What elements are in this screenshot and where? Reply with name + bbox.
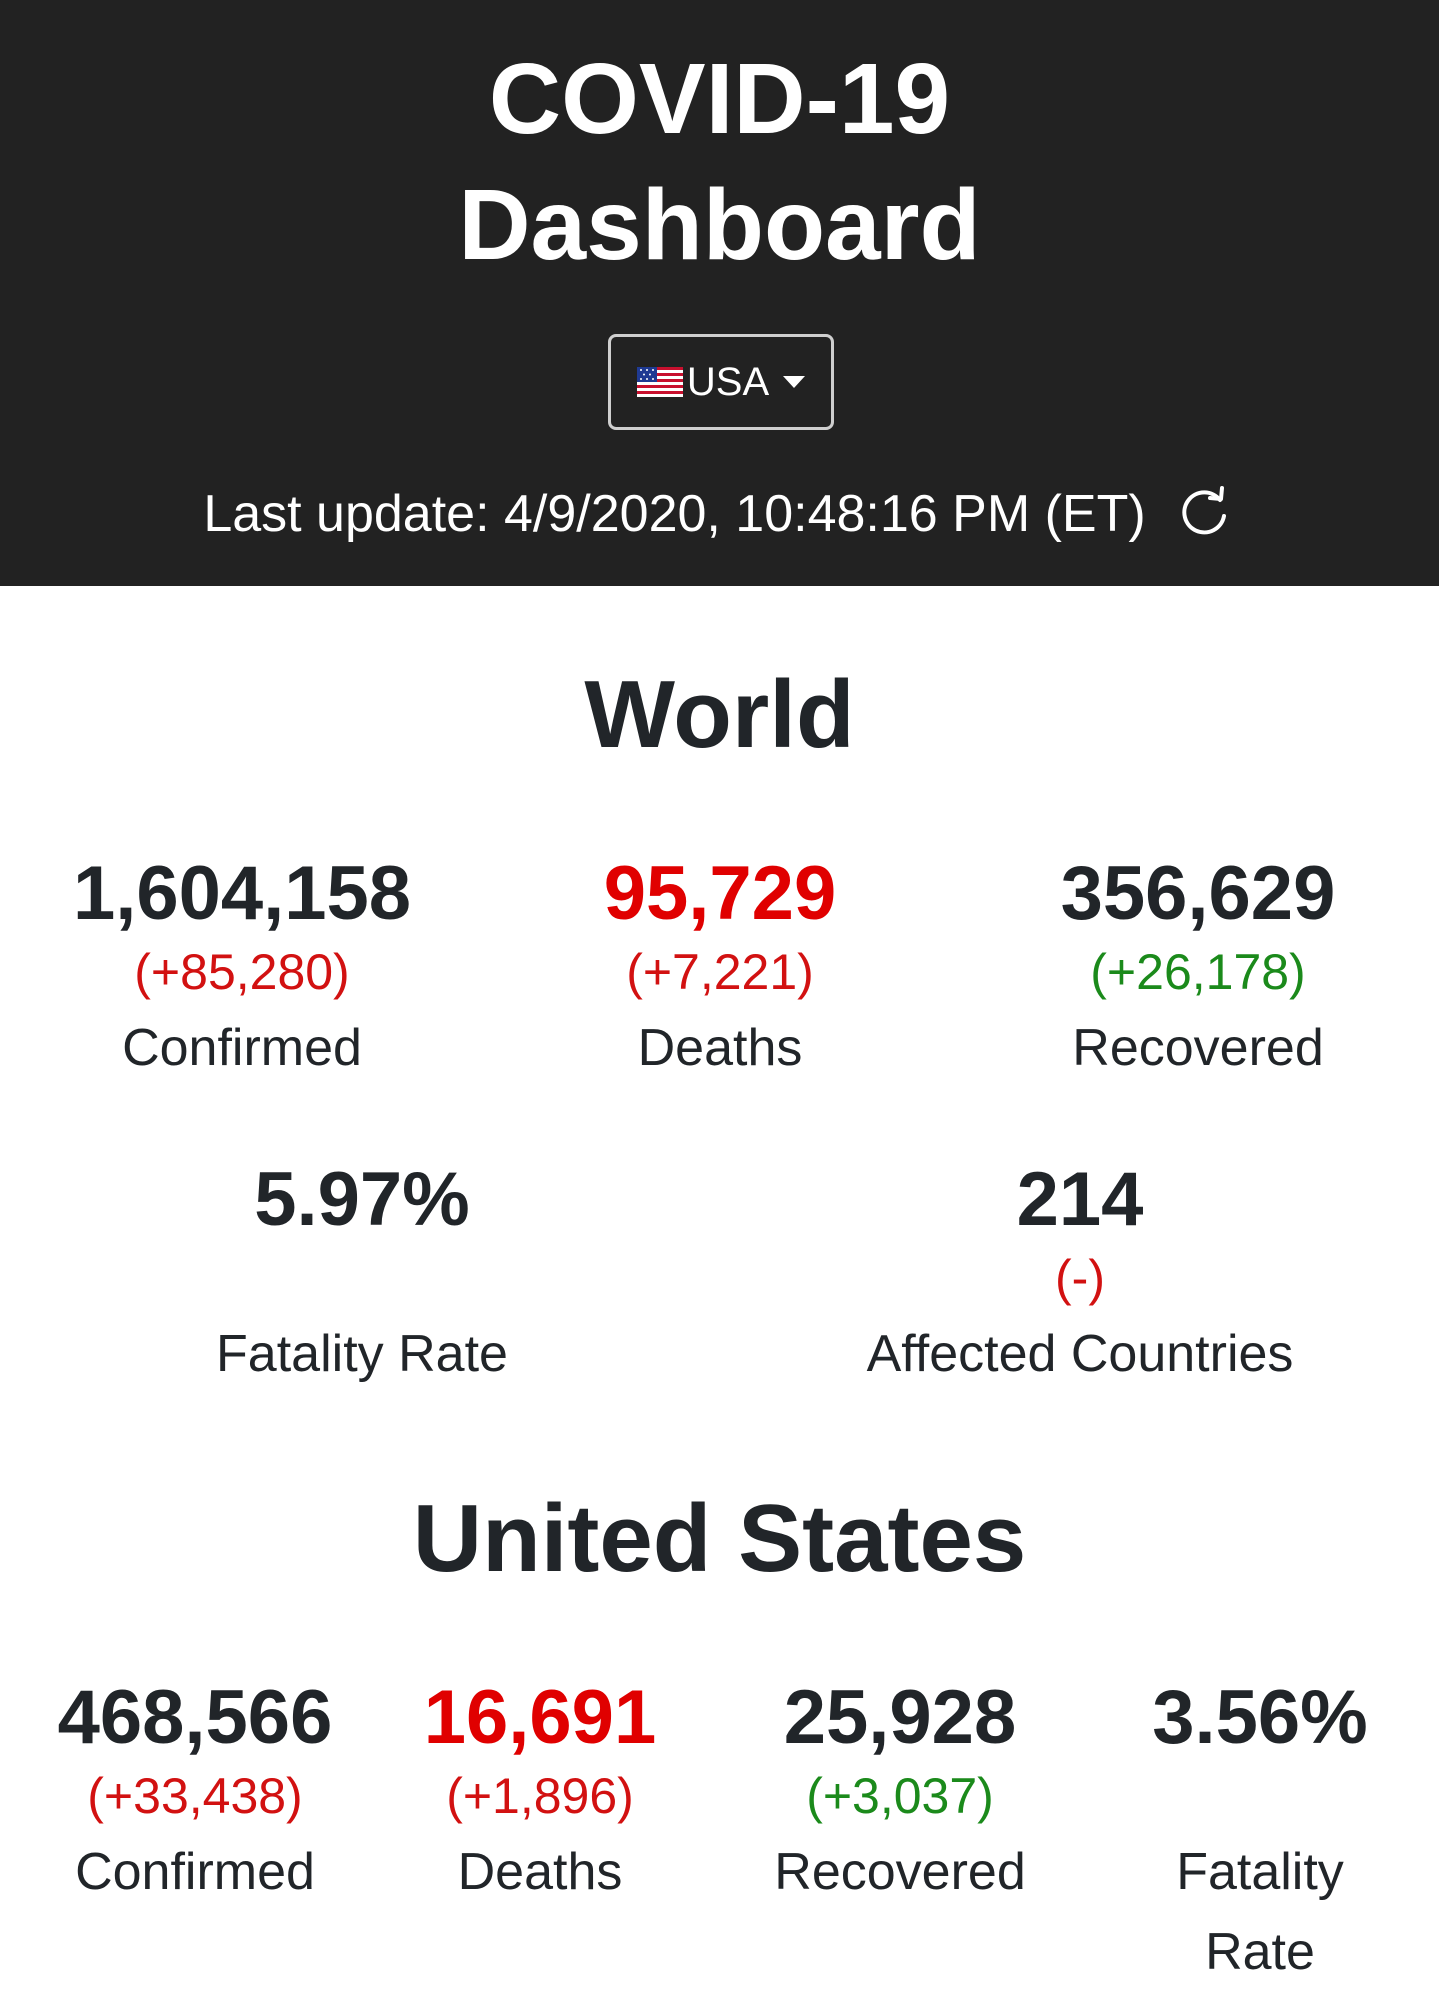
us-deaths-label: Deaths — [457, 1843, 623, 1901]
us-fatality-rate-label-line-2: Rate — [1205, 1923, 1315, 1981]
world-section-title: World — [584, 661, 855, 768]
us-confirmed-label: Confirmed — [75, 1843, 315, 1901]
us-deaths-delta: (+1,896) — [446, 1768, 634, 1824]
us-fatality-rate-label: Fatality Rate — [1100, 1832, 1420, 1992]
title-line-2: Dashboard — [458, 169, 981, 281]
us-deaths-value: 16,691 — [423, 1675, 657, 1760]
world-confirmed-stat: 1,604,158 (+85,280) Confirmed — [42, 852, 442, 1088]
country-dropdown[interactable]: USA — [608, 334, 834, 430]
world-fatality-rate-value: 5.97% — [254, 1157, 470, 1242]
header: COVID-19 Dashboard USA Last update: 4/9/… — [0, 0, 1439, 586]
world-deaths-value: 95,729 — [603, 851, 837, 936]
chevron-down-icon — [783, 376, 806, 388]
world-affected-countries-label: Affected Countries — [866, 1325, 1294, 1383]
last-update-row: Last update: 4/9/2020, 10:48:16 PM (ET) — [0, 482, 1439, 546]
page-title: COVID-19 Dashboard — [0, 36, 1439, 288]
us-fatality-rate-value: 3.56% — [1152, 1675, 1368, 1760]
world-recovered-label: Recovered — [1072, 1019, 1324, 1077]
us-section-title: United States — [412, 1485, 1027, 1592]
world-recovered-delta: (+26,178) — [1090, 944, 1306, 1000]
us-deaths-stat: 16,691 (+1,896) Deaths — [380, 1676, 700, 1912]
us-confirmed-value: 468,566 — [57, 1675, 333, 1760]
us-flag-icon — [636, 367, 683, 397]
us-recovered-label: Recovered — [774, 1843, 1026, 1901]
us-recovered-delta: (+3,037) — [806, 1768, 994, 1824]
us-recovered-value: 25,928 — [783, 1675, 1017, 1760]
refresh-icon[interactable] — [1172, 482, 1236, 546]
world-deaths-stat: 95,729 (+7,221) Deaths — [520, 852, 920, 1088]
last-update-text: Last update: 4/9/2020, 10:48:16 PM (ET) — [203, 485, 1146, 543]
world-deaths-label: Deaths — [637, 1019, 803, 1077]
us-fatality-rate-stat: 3.56% Fatality Rate — [1100, 1676, 1420, 1992]
world-confirmed-value: 1,604,158 — [72, 851, 412, 936]
world-confirmed-label: Confirmed — [122, 1019, 362, 1077]
us-confirmed-stat: 468,566 (+33,438) Confirmed — [20, 1676, 370, 1912]
us-recovered-stat: 25,928 (+3,037) Recovered — [740, 1676, 1060, 1912]
world-deaths-delta: (+7,221) — [626, 944, 814, 1000]
world-confirmed-delta: (+85,280) — [134, 944, 350, 1000]
title-line-1: COVID-19 — [488, 43, 951, 155]
world-affected-countries-stat: 214 (-) Affected Countries — [830, 1158, 1330, 1394]
world-affected-countries-value: 214 — [1016, 1157, 1144, 1242]
world-recovered-value: 356,629 — [1060, 851, 1336, 936]
country-dropdown-label: USA — [686, 359, 770, 404]
us-confirmed-delta: (+33,438) — [87, 1768, 303, 1824]
world-affected-countries-delta: (-) — [1055, 1250, 1105, 1306]
world-fatality-rate-label: Fatality Rate — [216, 1325, 508, 1383]
world-recovered-stat: 356,629 (+26,178) Recovered — [998, 852, 1398, 1088]
world-fatality-rate-stat: 5.97% Fatality Rate — [162, 1158, 562, 1394]
us-fatality-rate-label-line-1: Fatality — [1176, 1843, 1344, 1901]
